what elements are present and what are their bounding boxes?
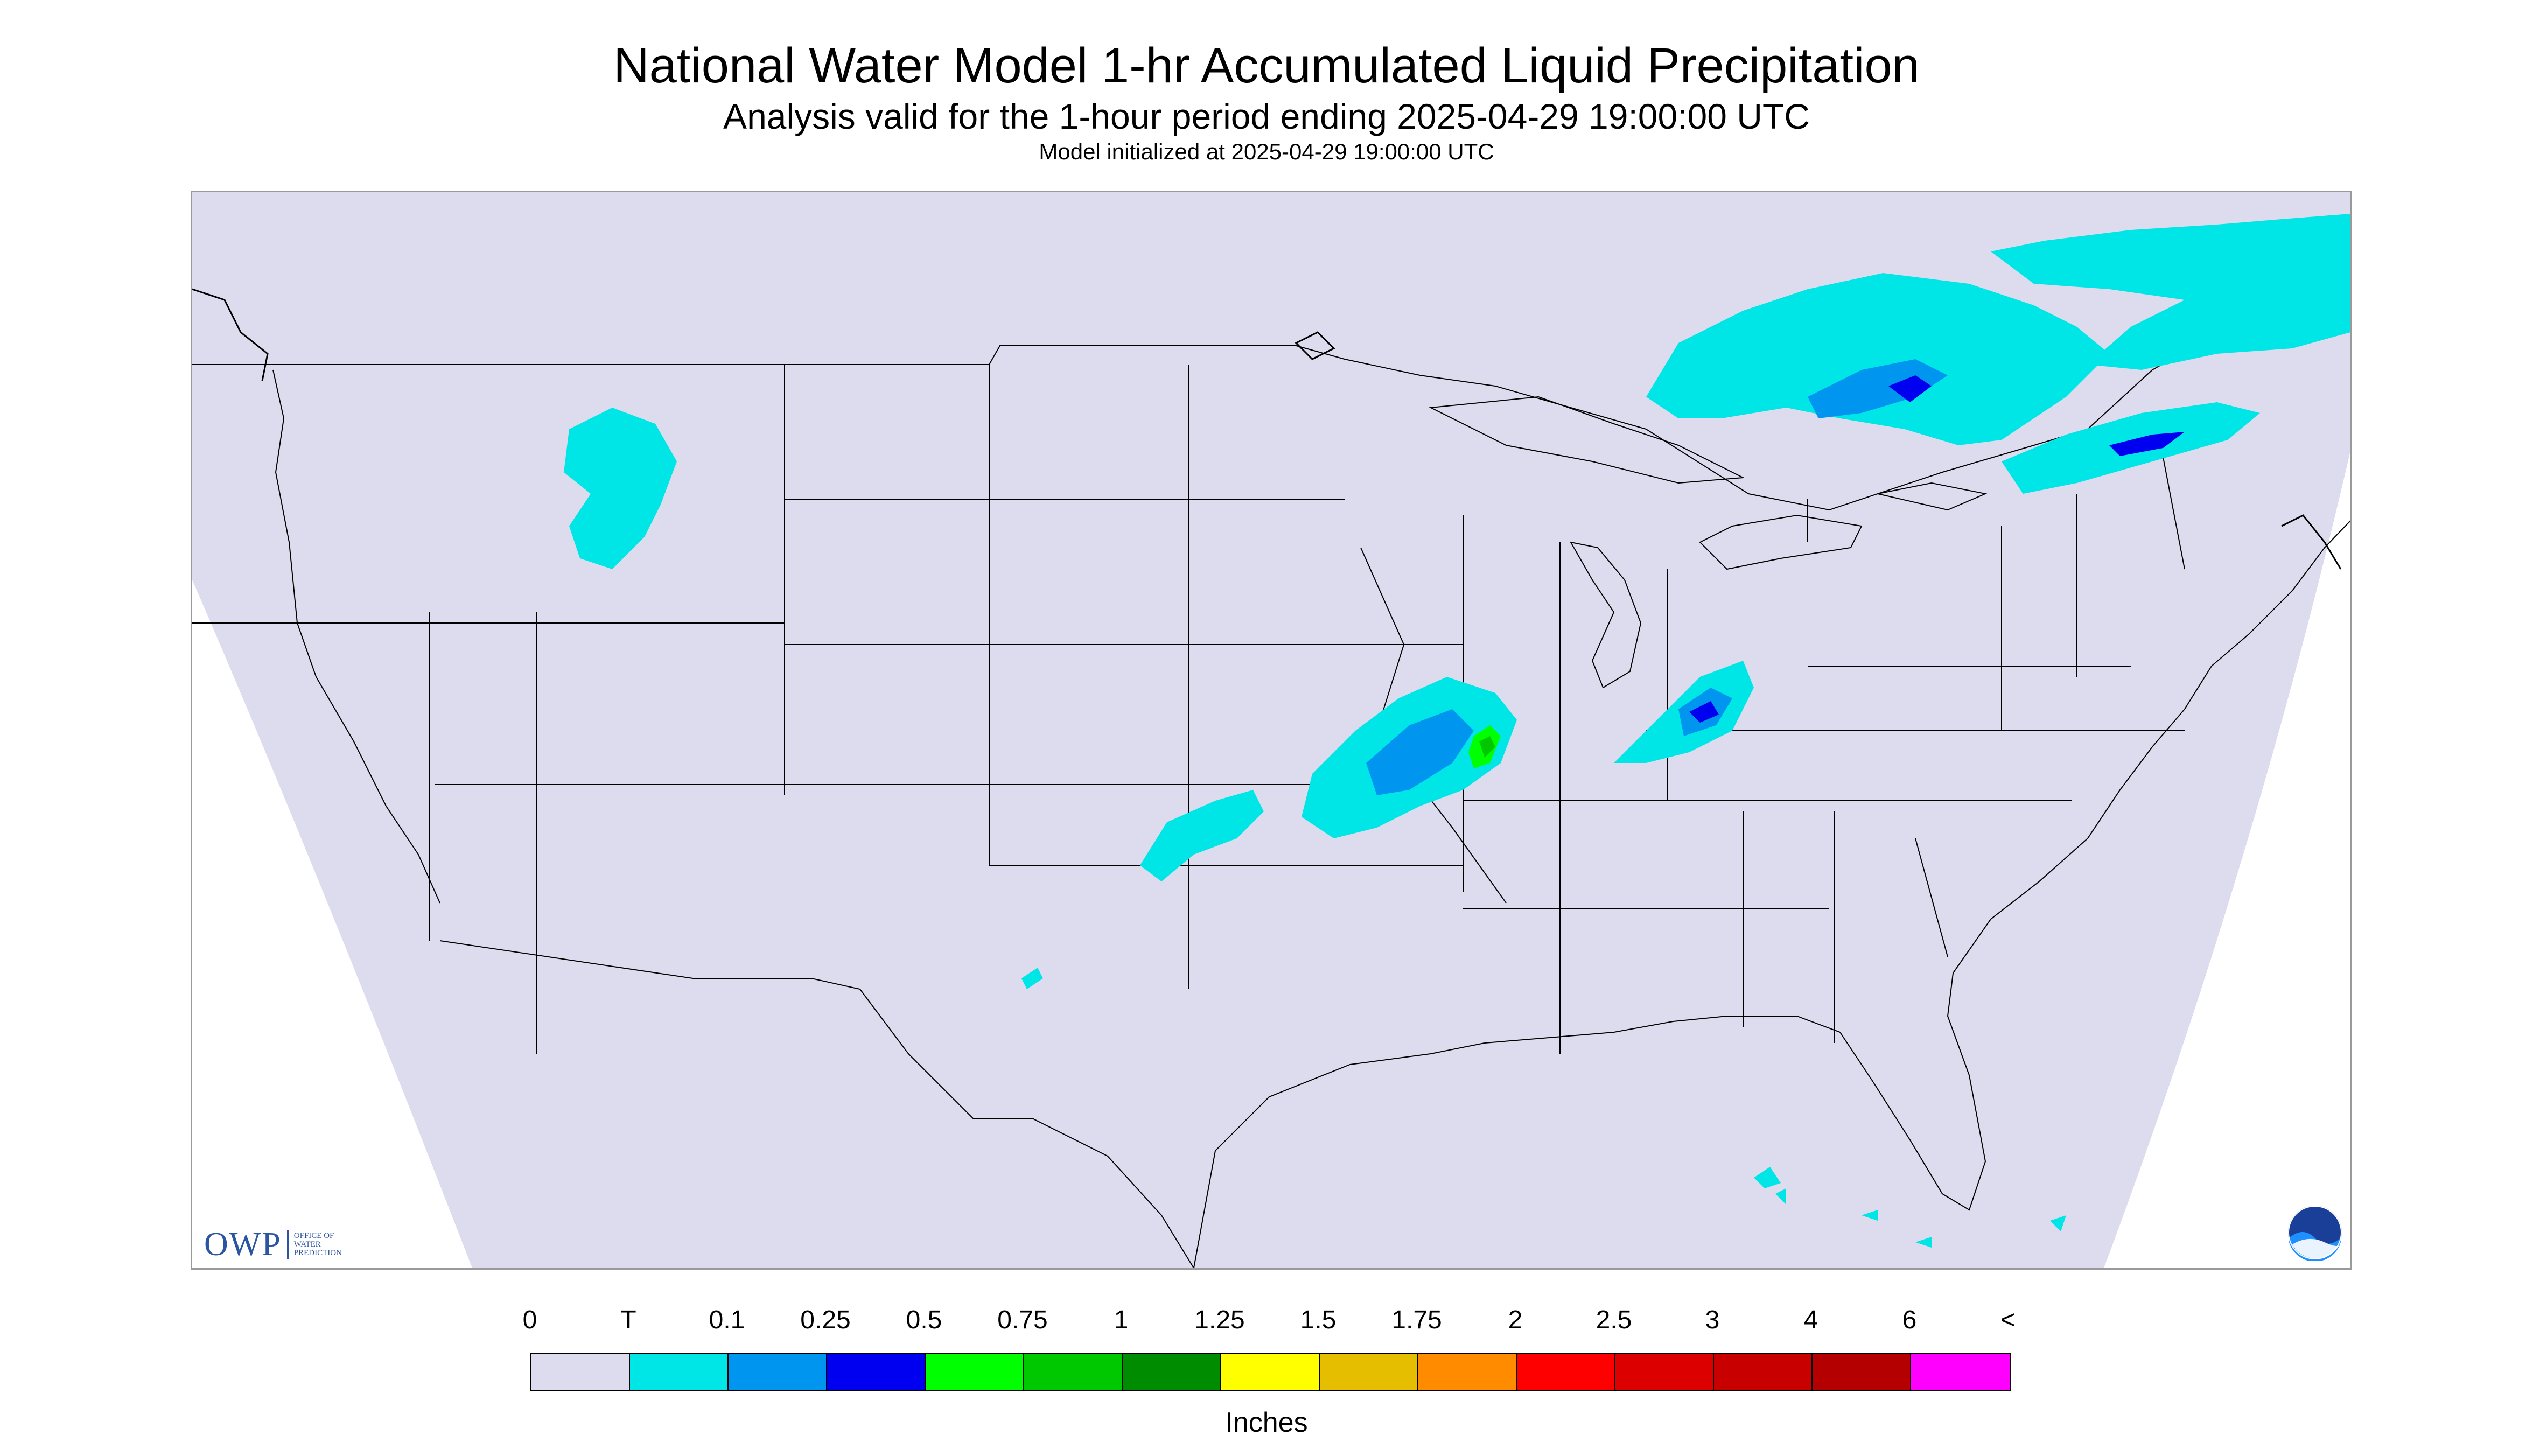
precip-area-ohio-moderate — [1689, 701, 1719, 723]
legend-tick-label: 0.1 — [709, 1306, 745, 1334]
legend-swatch — [1517, 1354, 1615, 1390]
legend-tick-label: 2 — [1508, 1306, 1523, 1334]
legend-tick-label: 1.75 — [1391, 1306, 1442, 1334]
precip-area-quebec-moderate — [2109, 432, 2185, 456]
legend-tick-label: 6 — [1902, 1306, 1917, 1334]
precip-area-texas-trace — [1021, 968, 1043, 989]
legend-tick-label: 1 — [1114, 1306, 1129, 1334]
legend-tick-label: 0 — [522, 1306, 537, 1334]
legend-swatch — [1024, 1354, 1123, 1390]
legend-swatch — [926, 1354, 1024, 1390]
legend-swatch — [1714, 1354, 1813, 1390]
owp-logo-divider — [286, 1230, 289, 1259]
legend-swatch — [531, 1354, 630, 1390]
precip-area-ontario-light — [1808, 359, 1948, 418]
legend-tick-label: 3 — [1705, 1306, 1720, 1334]
precip-area-oklahoma-trace — [1140, 790, 1264, 881]
legend-tick-label: 4 — [1803, 1306, 1818, 1334]
precip-area-northeast-trace — [1991, 214, 2350, 370]
model-domain — [192, 192, 2350, 1268]
legend-tick-label: 2.5 — [1596, 1306, 1632, 1334]
owp-logo-subtext: OFFICE OF WATER PREDICTION — [293, 1231, 342, 1257]
legend-swatch — [630, 1354, 729, 1390]
precip-area-great-lakes-trace — [1646, 273, 2109, 445]
precipitation-areas — [564, 214, 2350, 1248]
noaa-emblem-icon — [2288, 1206, 2342, 1261]
state-boundaries — [192, 267, 2350, 1268]
coastline-detail — [192, 288, 2342, 570]
precipitation-map: OWP OFFICE OF WATER PREDICTION — [191, 191, 2352, 1270]
precip-area-montana-trace — [564, 408, 677, 569]
legend-tick-label: 0.5 — [906, 1306, 942, 1334]
legend-units-label: Inches — [1225, 1407, 1308, 1438]
legend-tick-label: < — [2000, 1306, 2016, 1334]
legend-tick-label: 0.75 — [997, 1306, 1048, 1334]
legend-swatch — [1911, 1354, 2010, 1390]
model-init-line: Model initialized at 2025-04-29 19:00:00… — [1039, 139, 1494, 164]
legend-swatch — [827, 1354, 926, 1390]
precip-area-ontario-moderate — [1888, 375, 1932, 402]
legend-tick-label: 1.25 — [1194, 1306, 1245, 1334]
legend-tick-label: T — [620, 1306, 636, 1334]
legend-swatch — [1123, 1354, 1221, 1390]
precipitation-legend: 0 T 0.1 0.25 0.5 0.75 1 1.25 1.5 1.75 2 2.5 3 4 6 < Inc… — [0, 1292, 2533, 1454]
legend-swatch — [1320, 1354, 1418, 1390]
map-canvas — [192, 192, 2350, 1268]
legend-swatch — [1615, 1354, 1714, 1390]
legend-swatch — [1813, 1354, 1911, 1390]
legend-swatch — [1221, 1354, 1320, 1390]
owp-logo: OWP OFFICE OF WATER PREDICTION — [204, 1226, 342, 1263]
precip-area-midwest-light — [1366, 709, 1474, 795]
legend-tick-label: 0.25 — [800, 1306, 851, 1334]
map-title: National Water Model 1-hr Accumulated Li… — [613, 38, 1920, 93]
legend-color-bar — [530, 1353, 2011, 1391]
legend-swatch — [729, 1354, 827, 1390]
legend-swatch — [1418, 1354, 1517, 1390]
owp-logo-text: OWP — [204, 1226, 282, 1263]
legend-tick-label: 1.5 — [1300, 1306, 1337, 1334]
precip-area-illinois-very-heavy — [1479, 736, 1495, 758]
map-subtitle: Analysis valid for the 1-hour period end… — [723, 96, 1810, 136]
